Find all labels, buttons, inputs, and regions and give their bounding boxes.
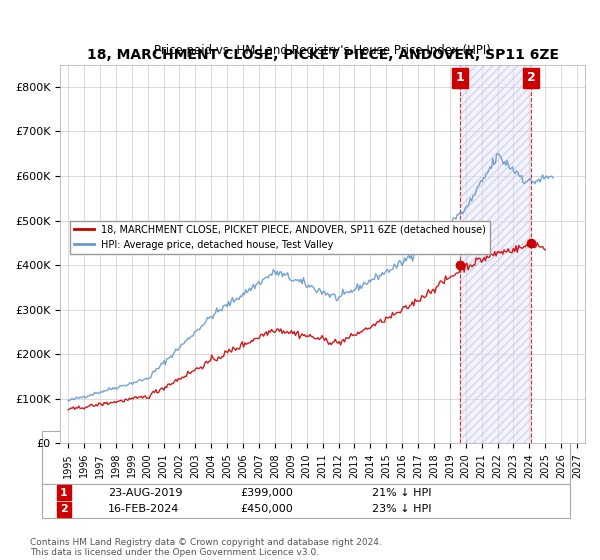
Text: 2: 2 [527, 72, 536, 85]
Text: Price paid vs. HM Land Registry's House Price Index (HPI): Price paid vs. HM Land Registry's House … [154, 44, 491, 57]
Legend: 18, MARCHMENT CLOSE, PICKET PIECE, ANDOVER, SP11 6ZE (detached house), HPI: Aver: 18, MARCHMENT CLOSE, PICKET PIECE, ANDOV… [70, 221, 490, 254]
Text: Contains HM Land Registry data © Crown copyright and database right 2024.
This d: Contains HM Land Registry data © Crown c… [30, 538, 382, 557]
Text: 16-FEB-2024: 16-FEB-2024 [108, 505, 179, 515]
Text: 23-AUG-2019: 23-AUG-2019 [108, 488, 182, 498]
Bar [460, 64, 531, 443]
Text: 23% ↓ HPI: 23% ↓ HPI [372, 505, 431, 515]
Text: £399,000: £399,000 [240, 488, 293, 498]
Text: 1: 1 [60, 488, 68, 498]
Title: 18, MARCHMENT CLOSE, PICKET PIECE, ANDOVER, SP11 6ZE: 18, MARCHMENT CLOSE, PICKET PIECE, ANDOV… [86, 48, 559, 62]
Text: 2: 2 [60, 505, 68, 515]
Text: 1: 1 [455, 72, 464, 85]
Text: 21% ↓ HPI: 21% ↓ HPI [372, 488, 431, 498]
Text: £450,000: £450,000 [240, 505, 293, 515]
Bar [460, 64, 531, 443]
